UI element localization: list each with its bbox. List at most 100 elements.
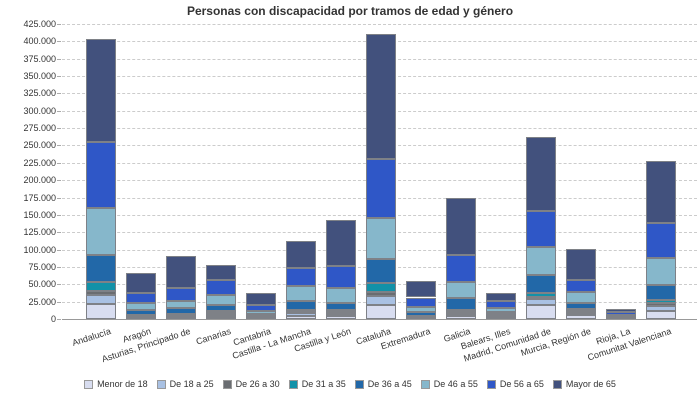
bar-segment[interactable] (646, 310, 676, 319)
bar-segment[interactable] (206, 314, 236, 317)
bar-segment[interactable] (566, 249, 596, 280)
bar-segment[interactable] (646, 302, 676, 306)
bar-segment[interactable] (366, 291, 396, 296)
bar-segment[interactable] (366, 159, 396, 219)
bar-segment[interactable] (366, 34, 396, 160)
bar-segment[interactable] (566, 291, 596, 303)
bar-segment[interactable] (566, 308, 596, 311)
bar-segment[interactable] (166, 255, 196, 288)
legend-item[interactable]: Mayor de 65 (552, 379, 616, 389)
bar-segment[interactable] (206, 312, 236, 315)
bar-segment[interactable] (526, 293, 556, 297)
legend-item[interactable]: De 56 a 65 (486, 379, 544, 389)
bar-segment[interactable] (366, 282, 396, 292)
bar-segment[interactable] (286, 300, 316, 310)
bar-segment[interactable] (446, 315, 476, 319)
bar-segment[interactable] (246, 305, 276, 311)
bar-segment[interactable] (126, 303, 156, 310)
bar-segment[interactable] (446, 281, 476, 299)
bar-segment[interactable] (446, 311, 476, 314)
bar-segment[interactable] (526, 137, 556, 211)
bar-segment[interactable] (326, 311, 356, 314)
bar-segment[interactable] (206, 305, 236, 312)
bar-segment[interactable] (326, 220, 356, 267)
bar-segment[interactable] (166, 287, 196, 301)
legend-item[interactable]: Menor de 18 (84, 379, 148, 389)
bar-segment[interactable] (246, 314, 276, 317)
bar-segment[interactable] (566, 280, 596, 292)
bar-segment[interactable] (326, 309, 356, 313)
bar-segment[interactable] (526, 305, 556, 319)
bar-segment[interactable] (206, 316, 236, 319)
legend-item[interactable]: De 18 a 25 (156, 379, 214, 389)
legend-item[interactable]: De 36 a 45 (354, 379, 412, 389)
bar-segment[interactable] (166, 300, 196, 309)
bar-segment[interactable] (86, 142, 116, 208)
bar-segment[interactable] (486, 316, 516, 319)
bar-segment[interactable] (446, 198, 476, 256)
bar-segment[interactable] (246, 292, 276, 306)
bar-segment[interactable] (326, 315, 356, 319)
bar-segment[interactable] (366, 258, 396, 283)
bar-segment[interactable] (86, 290, 116, 296)
bar-segment[interactable] (326, 266, 356, 289)
bar-segment[interactable] (286, 309, 316, 313)
bar-segment[interactable] (286, 315, 316, 319)
bar-segment[interactable] (446, 255, 476, 282)
bar-segment[interactable] (166, 308, 196, 314)
bar-segment[interactable] (86, 303, 116, 319)
bar-segment[interactable] (366, 305, 396, 319)
bar-segment[interactable] (526, 275, 556, 294)
bar-segment[interactable] (206, 311, 236, 314)
bar-segment[interactable] (366, 295, 396, 306)
bar-segment[interactable] (486, 300, 516, 308)
bar-segment[interactable] (526, 210, 556, 247)
bar-segment[interactable] (566, 314, 596, 319)
bar-segment[interactable] (646, 299, 676, 303)
bar-segment[interactable] (646, 305, 676, 311)
bar-segment[interactable] (446, 313, 476, 316)
bar-segment[interactable] (646, 160, 676, 224)
bar-segment[interactable] (286, 268, 316, 286)
bar-segment[interactable] (606, 312, 636, 315)
bar-segment[interactable] (326, 288, 356, 304)
bar-segment[interactable] (406, 312, 436, 316)
bar-segment[interactable] (526, 296, 556, 300)
bar-segment[interactable] (286, 285, 316, 301)
bar-segment[interactable] (526, 246, 556, 276)
bar-segment[interactable] (126, 310, 156, 315)
bar-segment[interactable] (126, 293, 156, 304)
legend-item[interactable]: De 31 a 35 (288, 379, 346, 389)
bar-segment[interactable] (206, 294, 236, 306)
bar-segment[interactable] (646, 223, 676, 258)
bar-segment[interactable] (86, 39, 116, 142)
bar-segment[interactable] (486, 312, 516, 315)
bar-segment[interactable] (446, 309, 476, 313)
bar-segment[interactable] (446, 298, 476, 310)
bar-segment[interactable] (206, 280, 236, 295)
bar-segment[interactable] (286, 240, 316, 269)
bar-segment[interactable] (566, 310, 596, 313)
bar-segment[interactable] (86, 207, 116, 256)
legend-item[interactable]: De 26 a 30 (222, 379, 280, 389)
bar-segment[interactable] (326, 303, 356, 310)
bar-segment[interactable] (86, 255, 116, 282)
legend-item[interactable]: De 46 a 55 (420, 379, 478, 389)
bar-segment[interactable] (406, 306, 436, 313)
bar-segment[interactable] (526, 299, 556, 306)
bar-segment[interactable] (326, 313, 356, 316)
bar-segment[interactable] (206, 264, 236, 281)
bar-segment[interactable] (646, 285, 676, 300)
bar-segment[interactable] (646, 257, 676, 285)
bar-segment[interactable] (566, 302, 596, 310)
bar-segment[interactable] (486, 292, 516, 301)
bar-segment[interactable] (126, 272, 156, 294)
bar-segment[interactable] (86, 295, 116, 304)
bar-segment[interactable] (486, 307, 516, 313)
bar-segment[interactable] (406, 280, 436, 298)
bar-segment[interactable] (286, 313, 316, 316)
bar-segment[interactable] (606, 308, 636, 313)
bar-segment[interactable] (566, 312, 596, 315)
bar-segment[interactable] (86, 281, 116, 291)
bar-segment[interactable] (406, 297, 436, 307)
